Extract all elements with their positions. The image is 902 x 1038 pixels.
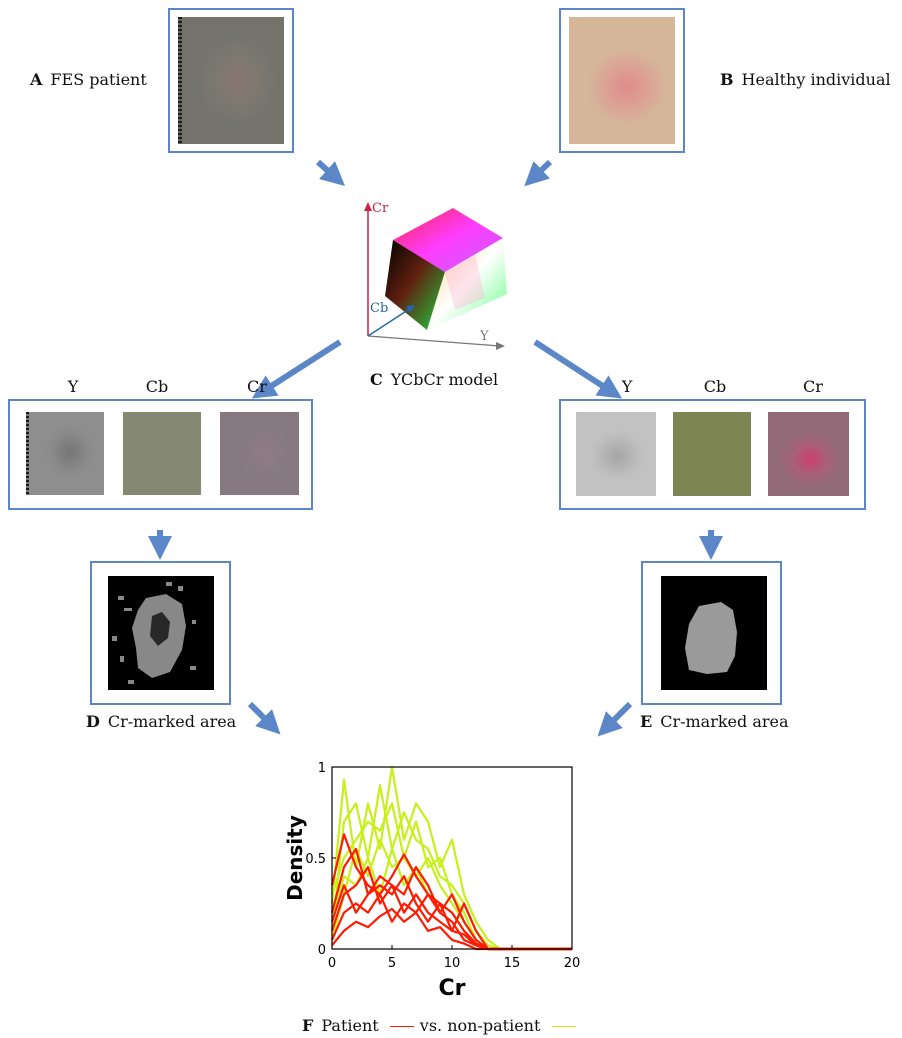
left-cr-channel-image xyxy=(220,412,299,495)
patient-density-line xyxy=(330,847,572,951)
arrow-c-to-left xyxy=(251,339,342,399)
right-cr-channel-image xyxy=(768,412,849,496)
panel-caption: Cr-marked area xyxy=(660,712,789,731)
healthy-skin-image xyxy=(569,17,675,144)
y-tick-label: 1 xyxy=(318,761,326,776)
arrow-b-to-c xyxy=(524,159,553,187)
arrow-e-to-f xyxy=(597,701,633,737)
panel-letter: C xyxy=(370,370,383,389)
left-y-channel-image xyxy=(26,412,104,495)
patient-density-line xyxy=(330,865,572,951)
chart-series-group xyxy=(330,765,572,951)
cube-cr-label: Cr xyxy=(372,201,389,216)
left-channel-y-label: Y xyxy=(67,377,79,396)
cube-y-label: Y xyxy=(480,329,489,344)
left-channels-frame xyxy=(8,399,313,510)
panel-a-label: A FES patient xyxy=(30,70,147,89)
left-channel-cr-label: Cr xyxy=(247,377,267,396)
x-tick-label: 5 xyxy=(388,956,396,971)
right-channel-cr-label: Cr xyxy=(803,377,823,396)
panel-caption: Healthy individual xyxy=(741,70,891,89)
cube-cb-label: Cb xyxy=(370,301,389,316)
patient-cr-mask-image xyxy=(108,576,214,690)
left-cb-channel-image xyxy=(123,412,201,495)
x-axis-title: Cr xyxy=(439,976,466,1001)
panel-e-label: E Cr-marked area xyxy=(640,712,789,731)
panel-caption: YCbCr model xyxy=(390,370,499,389)
y-axis xyxy=(367,335,501,347)
panel-letter: B xyxy=(720,70,734,89)
fes-patient-skin-image xyxy=(178,17,284,144)
left-y-edge-strip xyxy=(26,412,29,495)
cb-axis xyxy=(367,307,412,337)
legend-patient-swatch xyxy=(389,1026,414,1027)
panel-b-frame xyxy=(559,8,685,153)
panel-c-label: C YCbCr model xyxy=(370,370,498,389)
healthy-cr-mask-image xyxy=(661,576,767,690)
arrow-a-to-c xyxy=(316,159,345,186)
panel-a-frame xyxy=(168,8,294,153)
panel-letter: F xyxy=(302,1016,314,1035)
left-channel-cb-label: Cb xyxy=(145,377,169,396)
density-line-chart: 0 5 10 15 20 0 0.5 1 Density Cr xyxy=(283,761,580,1001)
panel-caption: FES patient xyxy=(50,70,147,89)
y-tick-label: 0 xyxy=(318,943,326,958)
panel-letter: E xyxy=(640,712,653,731)
panel-caption: Cr-marked area xyxy=(107,712,237,731)
image-edge-strip xyxy=(178,17,182,144)
panel-f-legend: F Patient vs. non-patient xyxy=(302,1016,576,1035)
chart-ticks-group: 0 5 10 15 20 0 0.5 1 xyxy=(305,761,580,971)
legend-nonpatient-swatch xyxy=(551,1026,576,1027)
panel-letter: D xyxy=(86,712,100,731)
right-channel-cb-label: Cb xyxy=(703,377,727,396)
x-tick-label: 20 xyxy=(564,956,581,971)
panel-b-label: B Healthy individual xyxy=(720,70,891,89)
x-tick-label: 10 xyxy=(444,956,461,971)
y-tick-label: 0.5 xyxy=(305,852,326,867)
panel-d-frame xyxy=(90,561,231,705)
panel-d-label: D Cr-marked area xyxy=(86,712,236,731)
panel-letter: A xyxy=(30,70,43,89)
arrow-d-to-f xyxy=(247,701,281,735)
legend-vs-label: vs. non-patient xyxy=(419,1016,541,1035)
color-cube xyxy=(385,208,507,330)
ycbcr-cube-diagram xyxy=(364,202,507,350)
right-cb-channel-image xyxy=(673,412,751,496)
non-patient-density-line xyxy=(330,847,572,951)
right-channels-frame xyxy=(559,399,866,510)
right-y-channel-image xyxy=(576,412,656,496)
panel-e-frame xyxy=(641,561,782,705)
y-axis-title: Density xyxy=(283,815,307,901)
legend-patient-label: Patient xyxy=(321,1016,379,1035)
right-channel-y-label: Y xyxy=(621,377,633,396)
arrow-c-to-right xyxy=(533,339,623,399)
x-tick-label: 15 xyxy=(504,956,521,971)
x-tick-label: 0 xyxy=(328,956,336,971)
